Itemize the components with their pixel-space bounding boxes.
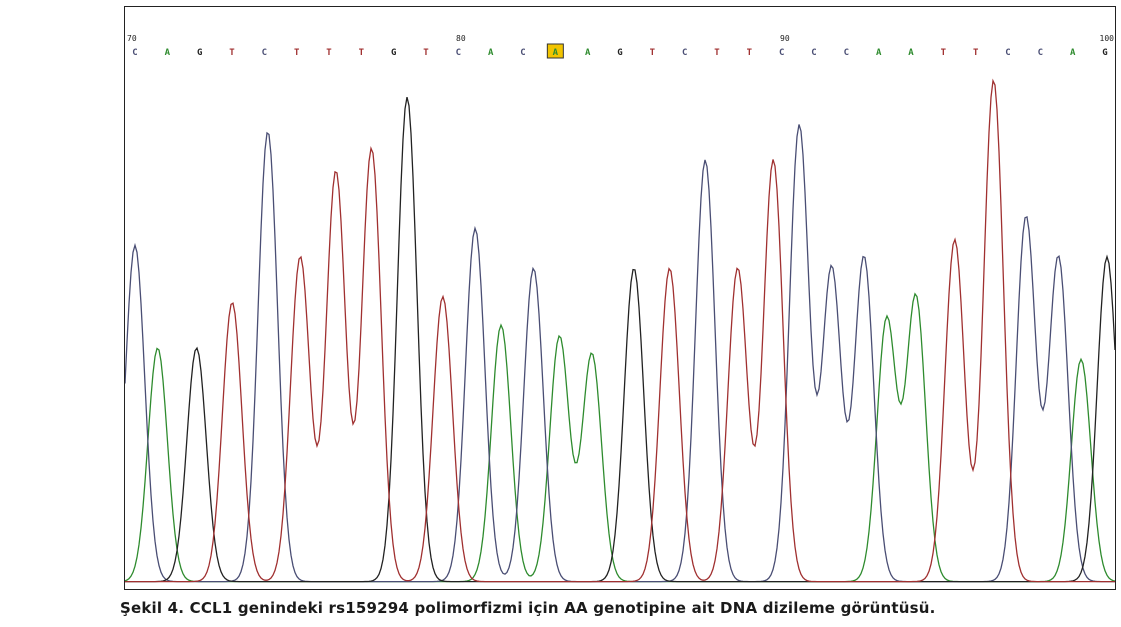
base-call: A (585, 48, 591, 58)
base-call: G (1102, 48, 1107, 58)
base-call: C (262, 48, 267, 58)
base-call: A (553, 48, 559, 58)
base-call: T (650, 48, 656, 58)
base-call: T (941, 48, 947, 58)
base-call: C (811, 48, 816, 58)
trace-a (125, 292, 1115, 583)
chromatogram-plot: 70 80 90 100 C A G T C T T T G T C A C A A G T C T T C C C A A T T C C A… (125, 34, 1115, 583)
figure-caption: Şekil 4. CCL1 genindeki rs159294 polimor… (120, 599, 936, 617)
trace-c (125, 124, 1115, 583)
position-label: 90 (780, 34, 790, 43)
base-call: C (456, 48, 461, 58)
trace-lines (125, 78, 1115, 583)
base-call: T (229, 48, 235, 58)
position-labels: 70 80 90 100 (127, 34, 1114, 43)
base-call: C (1005, 48, 1010, 58)
base-call: T (294, 48, 300, 58)
base-call: A (908, 48, 914, 58)
base-call: T (973, 48, 979, 58)
chromatogram-frame: 70 80 90 100 C A G T C T T T G T C A C A A G T C T T C C C A A T T C C A… (124, 6, 1116, 590)
base-call: A (488, 48, 494, 58)
base-call: C (1038, 48, 1043, 58)
position-label: 70 (127, 34, 137, 43)
base-call: G (617, 48, 622, 58)
base-call: A (165, 48, 171, 58)
base-call: A (876, 48, 882, 58)
base-call: C (844, 48, 849, 58)
base-call: C (520, 48, 525, 58)
trace-g (125, 96, 1115, 583)
highlighted-base-box (546, 43, 564, 59)
base-call: T (714, 48, 720, 58)
base-call: C (779, 48, 784, 58)
base-call: T (747, 48, 753, 58)
trace-t (125, 78, 1115, 583)
position-label: 80 (456, 34, 466, 43)
base-call: C (682, 48, 687, 58)
base-call: T (326, 48, 332, 58)
position-label: 100 (1100, 34, 1115, 43)
base-call: T (423, 48, 429, 58)
base-call: T (359, 48, 365, 58)
base-call: A (1070, 48, 1076, 58)
base-call: G (391, 48, 396, 58)
base-call: G (197, 48, 202, 58)
base-call: C (132, 48, 137, 58)
